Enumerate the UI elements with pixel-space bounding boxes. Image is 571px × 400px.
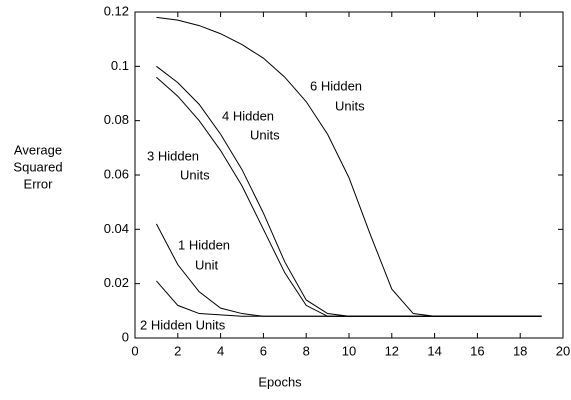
curve-label: Unit: [195, 257, 219, 272]
x-tick-label: 20: [556, 343, 570, 358]
x-tick-label: 4: [217, 343, 224, 358]
y-tick-label: 0.12: [104, 3, 129, 18]
y-tick-label: 0.02: [104, 275, 129, 290]
y-tick-label: 0: [122, 329, 129, 344]
curve-label: 4 Hidden: [222, 108, 274, 123]
curve-label: 2 Hidden Units: [140, 317, 226, 332]
curve-label: 6 Hidden: [310, 78, 362, 93]
y-axis-label: Average: [14, 142, 62, 157]
y-tick-label: 0.08: [104, 112, 129, 127]
y-tick-label: 0.06: [104, 166, 129, 181]
curve-label: 1 Hidden: [178, 237, 230, 252]
y-axis-label: Error: [24, 176, 54, 191]
curve-label: 3 Hidden: [147, 148, 199, 163]
y-axis-label: Squared: [13, 159, 62, 174]
curve-label: Units: [250, 127, 280, 142]
x-tick-label: 8: [303, 343, 310, 358]
x-tick-label: 18: [513, 343, 527, 358]
x-tick-label: 0: [131, 343, 138, 358]
x-tick-label: 12: [385, 343, 399, 358]
y-tick-label: 0.04: [104, 221, 129, 236]
x-tick-label: 16: [470, 343, 484, 358]
curve-label: Units: [180, 167, 210, 182]
x-tick-label: 14: [427, 343, 441, 358]
x-tick-label: 10: [342, 343, 356, 358]
curve: [156, 280, 542, 317]
y-tick-label: 0.1: [111, 58, 129, 73]
x-axis-label: Epochs: [258, 374, 302, 389]
x-tick-label: 2: [174, 343, 181, 358]
x-tick-label: 6: [260, 343, 267, 358]
curve-label: Units: [335, 98, 365, 113]
